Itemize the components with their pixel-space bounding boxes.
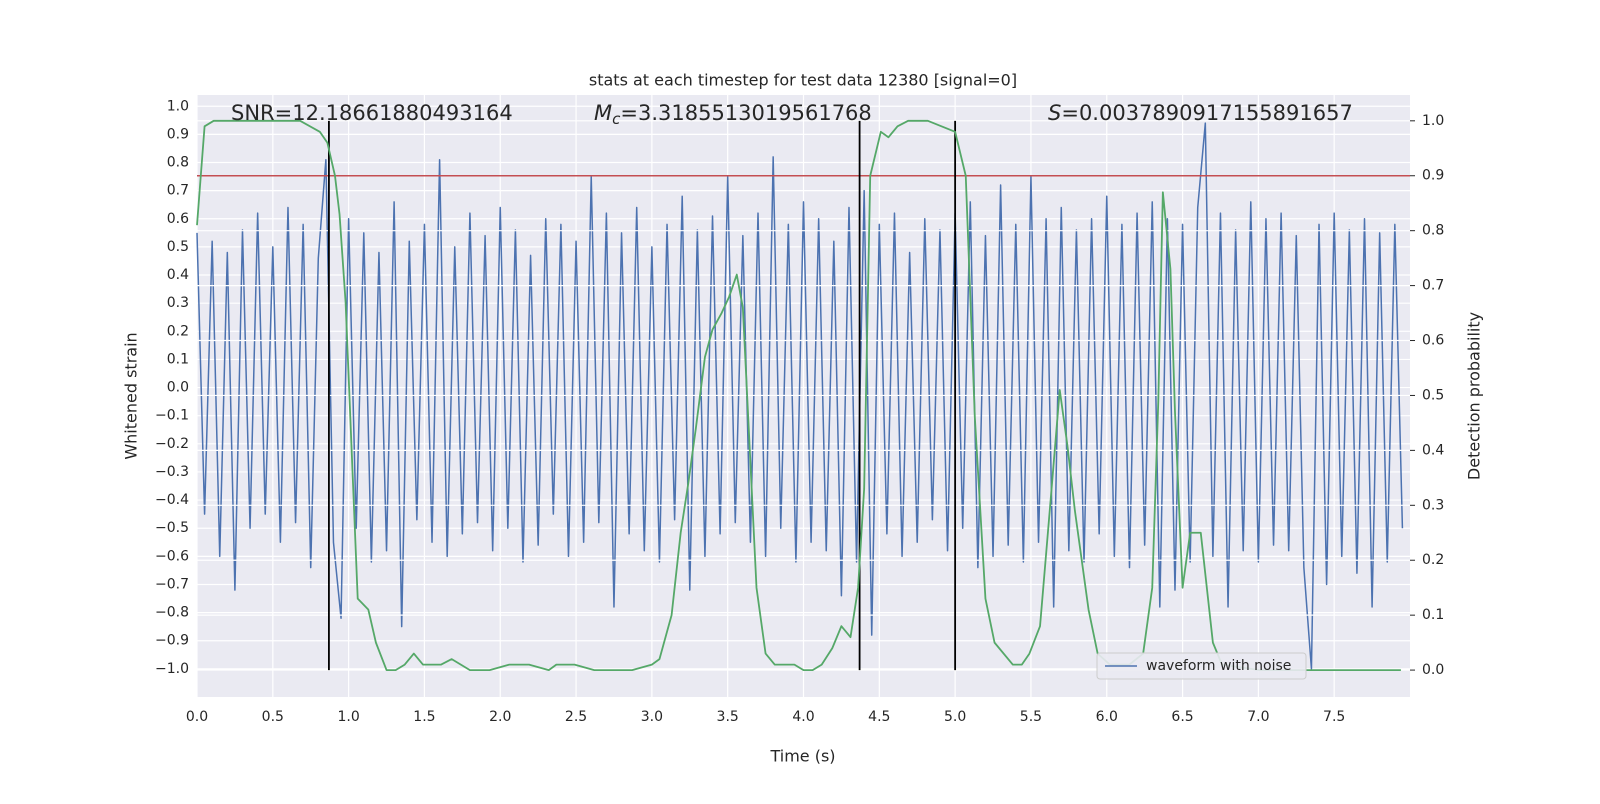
- y2-tick-label: 0.6: [1422, 333, 1444, 349]
- x-tick-label: 0.0: [186, 709, 208, 725]
- y-tick-label: 0.9: [167, 126, 189, 142]
- annotation-text: =0.0037890917155891657: [1061, 101, 1353, 125]
- x-tick-label: 4.5: [868, 709, 890, 725]
- x-tick-label: 4.0: [792, 709, 814, 725]
- y2-tick-label: 0.7: [1422, 278, 1444, 294]
- x-tick-label: 1.0: [337, 709, 359, 725]
- y-tick-label: −0.5: [155, 520, 189, 536]
- x-tick-label: 1.5: [413, 709, 435, 725]
- x-tick-label: 6.0: [1096, 709, 1118, 725]
- x-tick-label: 3.5: [717, 709, 739, 725]
- y2-tick-label: 0.1: [1422, 607, 1444, 623]
- annotation: S=0.0037890917155891657: [1048, 101, 1353, 125]
- y-tick-label: 0.6: [167, 211, 189, 227]
- chart-title: stats at each timestep for test data 123…: [589, 71, 1017, 90]
- x-tick-label: 2.5: [565, 709, 587, 725]
- data-line: [196, 122, 1404, 670]
- x-tick-label: 5.5: [1020, 709, 1042, 725]
- y2-tick-label: 0.5: [1422, 387, 1444, 403]
- y2-axis-label: Detection probability: [1465, 312, 1484, 480]
- x-tick-label: 0.5: [262, 709, 284, 725]
- x-tick-label: 7.5: [1323, 709, 1345, 725]
- y-tick-label: −0.2: [155, 436, 189, 452]
- y-tick-label: 0.1: [167, 351, 189, 367]
- y-tick-label: −1.0: [155, 661, 189, 677]
- x-tick-label: 7.0: [1247, 709, 1269, 725]
- plot-layer: −1.0 −0.9 −0.8 −0.7 −0.6 −0.5 −0.4 −0.3 −0.2 −0.1…: [155, 95, 1444, 725]
- x-tick-label: 6.5: [1171, 709, 1193, 725]
- x-tick-label: 3.0: [641, 709, 663, 725]
- y2-tick-label: 0.0: [1422, 662, 1444, 678]
- y2-tick-label: 0.8: [1422, 223, 1444, 239]
- legend-label: waveform with noise: [1146, 658, 1291, 674]
- y-tick-label: −0.6: [155, 548, 189, 564]
- annotation-symbol: M: [594, 101, 612, 125]
- y-tick-label: 0.0: [167, 380, 189, 396]
- y-tick-label: 0.7: [167, 183, 189, 199]
- legend-box: [1096, 652, 1307, 680]
- y-tick-label: 0.5: [167, 239, 189, 255]
- x-axis-label: Time (s): [769, 747, 835, 766]
- y-tick-label: 1.0: [167, 98, 189, 114]
- annotation-symbol: S: [1048, 101, 1061, 125]
- y-tick-label: 0.4: [167, 267, 189, 283]
- y-axis-label: Whitened strain: [122, 332, 141, 459]
- y-tick-label: −0.9: [155, 633, 189, 649]
- y2-tick-label: 0.2: [1422, 552, 1444, 568]
- y2-tick-label: 0.4: [1422, 442, 1444, 458]
- y2-tick-label: 0.3: [1422, 497, 1444, 513]
- annotation-text: SNR=12.18661880493164: [231, 101, 513, 125]
- y-tick-label: −0.4: [155, 492, 189, 508]
- annotation: SNR=12.18661880493164: [231, 101, 513, 125]
- y-tick-label: −0.1: [155, 408, 189, 424]
- annotation-text: =3.3185513019561768: [620, 101, 871, 125]
- y-tick-label: 0.2: [167, 323, 189, 339]
- y2-tick-label: 1.0: [1422, 113, 1444, 129]
- y-tick-label: −0.7: [155, 576, 189, 592]
- annotation-subscript: c: [612, 110, 621, 128]
- annotation: Mc=3.3185513019561768: [594, 101, 872, 128]
- y2-tick-label: 0.9: [1422, 168, 1444, 184]
- x-tick-label: 5.0: [944, 709, 966, 725]
- y-tick-label: 0.8: [167, 155, 189, 171]
- y-tick-label: −0.8: [155, 605, 189, 621]
- x-tick-label: 2.0: [489, 709, 511, 725]
- y-tick-label: −0.3: [155, 464, 189, 480]
- y-tick-label: 0.3: [167, 295, 189, 311]
